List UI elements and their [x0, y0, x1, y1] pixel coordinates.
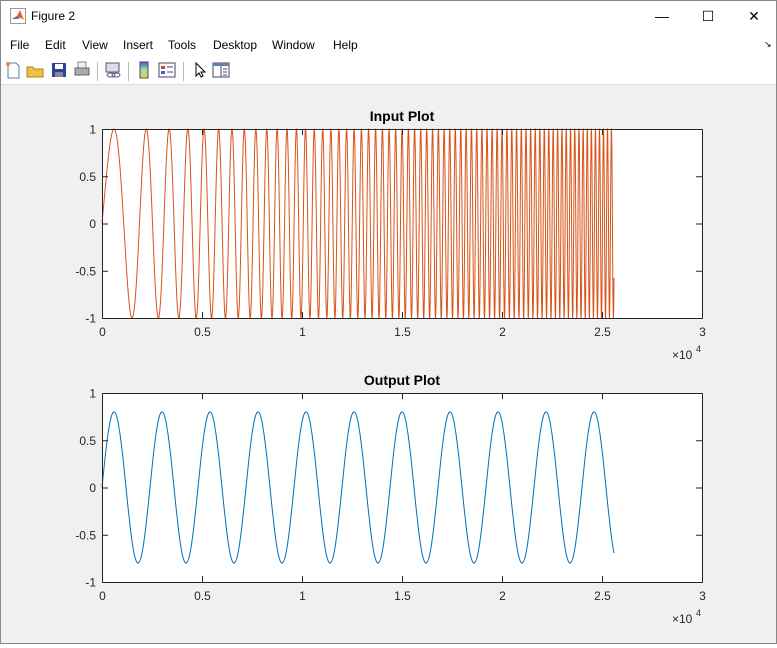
x-tick-label: 0: [99, 325, 106, 339]
x-tick-label: 0.5: [194, 325, 211, 339]
property-inspector-icon[interactable]: [212, 61, 230, 79]
colorbar-icon[interactable]: [135, 61, 153, 79]
y-tick-label: -1: [85, 576, 96, 590]
menu-edit[interactable]: Edit: [45, 38, 66, 52]
menu-tools[interactable]: Tools: [168, 38, 197, 52]
new-figure-icon[interactable]: [4, 61, 22, 79]
x-tick-label: 1: [299, 325, 306, 339]
x-exponent-label: ×10: [672, 348, 693, 362]
x-tick-label: 1.5: [394, 589, 411, 603]
y-tick-label: -1: [85, 312, 96, 326]
x-tick-label: 0.5: [194, 589, 211, 603]
y-tick-label: -0.5: [75, 528, 96, 542]
menu-window[interactable]: Window: [272, 38, 315, 52]
y-tick-label: 0: [89, 217, 96, 231]
dock-arrow-icon[interactable]: ↘: [764, 39, 772, 49]
maximize-button[interactable]: ☐: [701, 8, 715, 24]
x-tick-label: 3: [699, 589, 706, 603]
axes-1: Input Plot 0 0.5 1 1.5 2 2.5 3 1 0.5 0 -0.5 -1 ×10 4: [75, 108, 706, 362]
figure-canvas: Input Plot 0 0.5 1 1.5 2 2.5 3 1 0.5 0 -0.5 -1 ×10 4 Ou…: [1, 85, 776, 643]
window-title: Figure 2: [31, 9, 76, 23]
x-tick-label: 1: [299, 589, 306, 603]
x-tick-label: 3: [699, 325, 706, 339]
y-tick-label: 0.5: [79, 170, 96, 184]
toolbar: [1, 58, 776, 85]
menu-file[interactable]: File: [10, 38, 30, 52]
y-tick-label: 0.5: [79, 434, 96, 448]
matlab-logo-icon: [10, 8, 26, 24]
title-bar: Figure 2 — ☐ ✕: [1, 1, 776, 33]
link-icon[interactable]: [104, 61, 122, 79]
y-tick-label: -0.5: [75, 264, 96, 278]
toolbar-separator: [183, 62, 184, 81]
series-line: [101, 127, 615, 320]
axes-2: Output Plot 0 0.5 1 1.5 2 2.5 3 1 0.5 0 -0.5 -1 ×10 4: [75, 372, 706, 626]
plot-title: Input Plot: [370, 108, 435, 124]
toolbar-separator: [128, 62, 129, 81]
y-tick-label: 1: [89, 387, 96, 401]
x-tick-label: 2: [499, 325, 506, 339]
series-line: [101, 411, 615, 564]
menu-bar: File Edit View Insert Tools Desktop Wind…: [1, 33, 776, 57]
menu-insert[interactable]: Insert: [123, 38, 154, 52]
menu-desktop[interactable]: Desktop: [213, 38, 258, 52]
y-tick-label: 1: [89, 123, 96, 137]
x-exponent-label: ×10: [672, 612, 693, 626]
pointer-icon[interactable]: [191, 61, 209, 79]
x-tick-label: 2.5: [594, 325, 611, 339]
menu-view[interactable]: View: [82, 38, 108, 52]
x-tick-label: 1.5: [394, 325, 411, 339]
y-tick-label: 0: [89, 481, 96, 495]
x-tick-label: 0: [99, 589, 106, 603]
print-icon[interactable]: [73, 61, 91, 79]
toolbar-separator: [97, 62, 98, 81]
close-button[interactable]: ✕: [748, 8, 760, 24]
x-exponent: 4: [696, 608, 701, 618]
minimize-button[interactable]: —: [655, 8, 669, 24]
open-file-icon[interactable]: [26, 61, 44, 79]
legend-icon[interactable]: [158, 61, 176, 79]
plot-area: [102, 393, 702, 582]
x-tick-label: 2: [499, 589, 506, 603]
x-exponent: 4: [696, 344, 701, 354]
save-icon[interactable]: [50, 61, 68, 79]
plot-title: Output Plot: [364, 372, 441, 388]
menu-help[interactable]: Help: [333, 38, 358, 52]
x-tick-label: 2.5: [594, 589, 611, 603]
